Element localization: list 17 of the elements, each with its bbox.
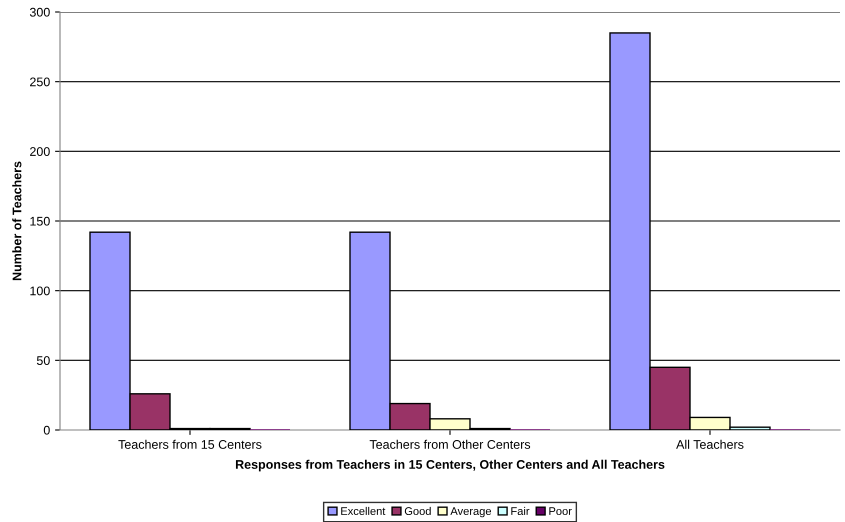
legend-label: Poor [549,507,572,516]
x-tick-label: Teachers from 15 Centers [118,440,262,449]
y-tick-label: 250 [30,77,50,86]
x-tick-label: Teachers from Other Centers [370,440,530,449]
x-axis-title: Responses from Teachers in 15 Centers, Other Centers and All Teachers [236,460,664,472]
y-tick-label: 200 [30,147,50,156]
y-tick-label: 300 [30,8,50,17]
y-axis-title: Number of Teachers [12,162,22,280]
y-tick-label: 50 [36,356,50,365]
legend-label: Fair [511,506,530,516]
legend-label: Average [450,507,492,518]
y-tick-label: 150 [30,216,50,226]
legend-label: Excellent [341,506,386,516]
legend-label: Good [404,506,431,516]
y-tick-label: 100 [30,286,50,296]
y-tick-label: 0 [44,426,50,435]
x-tick-label: All Teachers [676,440,744,449]
